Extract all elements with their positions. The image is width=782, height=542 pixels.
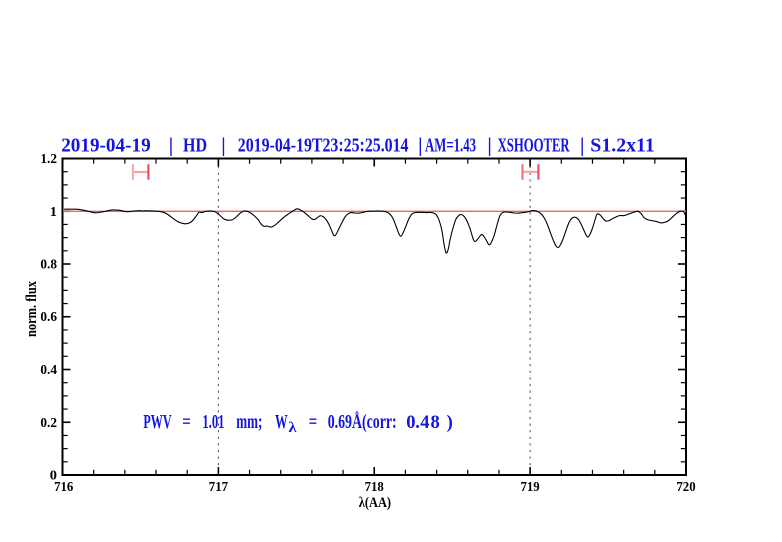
svg-text:0.4: 0.4 — [40, 362, 57, 377]
svg-text:719: 719 — [521, 479, 540, 494]
svg-text:716: 716 — [54, 479, 73, 494]
svg-text:718: 718 — [365, 479, 384, 494]
svg-text:720: 720 — [676, 479, 695, 494]
svg-text:1.2: 1.2 — [40, 151, 57, 166]
svg-text:AM=1.43: AM=1.43 — [425, 134, 476, 156]
svg-text:717: 717 — [209, 479, 228, 494]
svg-text:λ: λ — [289, 420, 298, 436]
svg-text:|: | — [580, 134, 584, 156]
svg-text:|: | — [169, 134, 173, 156]
svg-text:|: | — [487, 134, 491, 156]
svg-text:HD: HD — [183, 134, 207, 156]
svg-text:XSHOOTER: XSHOOTER — [498, 134, 570, 156]
svg-text:0.69Å(corr:: 0.69Å(corr: — [328, 410, 397, 433]
svg-text:S1.2x11: S1.2x11 — [590, 134, 655, 156]
svg-text:1: 1 — [50, 204, 57, 219]
svg-text:0.8: 0.8 — [40, 257, 57, 272]
svg-text:0: 0 — [50, 468, 57, 483]
svg-text:1.01: 1.01 — [202, 411, 224, 433]
svg-text:norm. flux: norm. flux — [24, 280, 40, 337]
svg-text:|: | — [418, 134, 422, 156]
svg-text:0.6: 0.6 — [40, 309, 57, 324]
svg-text:λ(AA): λ(AA) — [359, 495, 391, 511]
svg-text:2019-04-19: 2019-04-19 — [61, 134, 151, 156]
svg-text:|: | — [221, 134, 225, 156]
svg-text:0.48): 0.48) — [406, 413, 452, 433]
svg-text:=: = — [182, 411, 191, 433]
svg-text:2019-04-19T23:25:25.014: 2019-04-19T23:25:25.014 — [238, 134, 409, 156]
svg-text:PWV: PWV — [143, 411, 172, 433]
svg-text:mm;: mm; — [236, 411, 262, 433]
svg-text:0.2: 0.2 — [40, 415, 57, 430]
svg-text:=: = — [309, 411, 318, 433]
svg-text:W: W — [275, 411, 288, 433]
